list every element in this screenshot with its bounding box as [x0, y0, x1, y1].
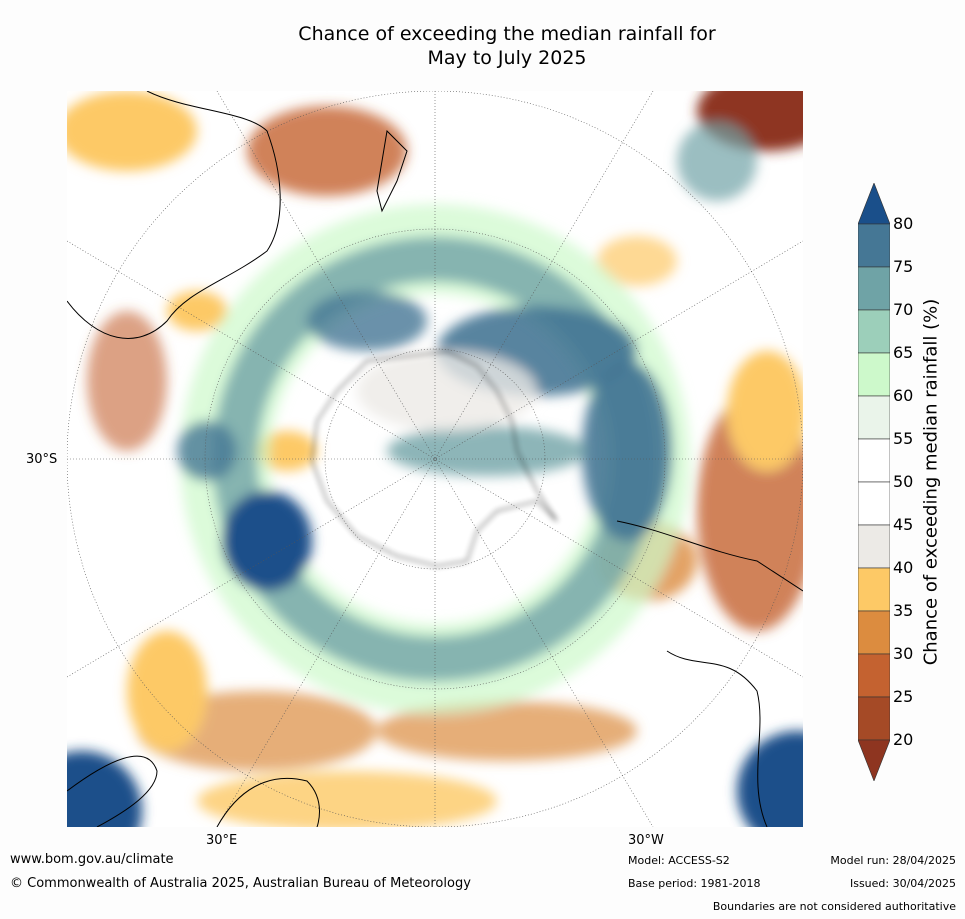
- rainfall-probability-map: [67, 91, 803, 827]
- colorbar-tick-label: 75: [893, 257, 914, 276]
- website-link[interactable]: www.bom.gov.au/climate: [10, 852, 174, 867]
- colorbar-segment: [858, 395, 890, 440]
- antarctica-coastline: [311, 350, 558, 567]
- issued-text: Issued: 30/04/2025: [849, 877, 956, 890]
- colorbar-segment: [858, 696, 890, 741]
- disclaimer-text: Boundaries are not considered authoritat…: [712, 900, 956, 913]
- colorbar-segment: [858, 481, 890, 526]
- colorbar-tick-label: 80: [893, 214, 914, 233]
- colorbar-tick-label: 45: [893, 515, 914, 534]
- colorbar-extend-top: [858, 183, 890, 225]
- graticule: [67, 91, 803, 827]
- colorbar-extend-bottom: [858, 739, 890, 781]
- model-run-text: Model run: 28/04/2025: [830, 854, 956, 867]
- colorbar-tick-label: 60: [893, 386, 914, 405]
- title-line-2: May to July 2025: [427, 47, 587, 69]
- longitude-label-30e: 30°E: [206, 833, 238, 848]
- colorbar-segment: [858, 223, 890, 268]
- colorbar-segment: [858, 524, 890, 569]
- colorbar-tick-label: 50: [893, 472, 914, 491]
- colorbar-segment: [858, 610, 890, 655]
- colorbar-segment: [858, 567, 890, 612]
- colorbar-tick-label: 70: [893, 300, 914, 319]
- continent-coastlines: [67, 91, 803, 827]
- colorbar-segment: [858, 352, 890, 397]
- colorbar-tick-label: 65: [893, 343, 914, 362]
- map-title: Chance of exceeding the median rainfall …: [0, 22, 965, 70]
- model-text: Model: ACCESS-S2: [628, 854, 730, 867]
- latitude-label-30s: 30°S: [26, 452, 58, 467]
- colorbar-tick-label: 40: [893, 558, 914, 577]
- colorbar-tick-label: 30: [893, 644, 914, 663]
- colorbar: [858, 183, 890, 781]
- colorbar-segment: [858, 309, 890, 354]
- polar-stereographic-map: [67, 91, 803, 827]
- colorbar-tick-label: 25: [893, 687, 914, 706]
- longitude-label-30w: 30°W: [628, 833, 664, 848]
- colorbar-segment: [858, 438, 890, 483]
- colorbar-label: Chance of exceeding median rainfall (%): [920, 298, 942, 666]
- colorbar-segment: [858, 653, 890, 698]
- title-line-1: Chance of exceeding the median rainfall …: [298, 23, 716, 45]
- colorbar-tick-label: 35: [893, 601, 914, 620]
- colorbar-tick-label: 55: [893, 429, 914, 448]
- colorbar-tick-label: 20: [893, 730, 914, 749]
- base-period-text: Base period: 1981-2018: [628, 877, 761, 890]
- copyright-text: © Commonwealth of Australia 2025, Austra…: [10, 876, 471, 891]
- colorbar-segment: [858, 266, 890, 311]
